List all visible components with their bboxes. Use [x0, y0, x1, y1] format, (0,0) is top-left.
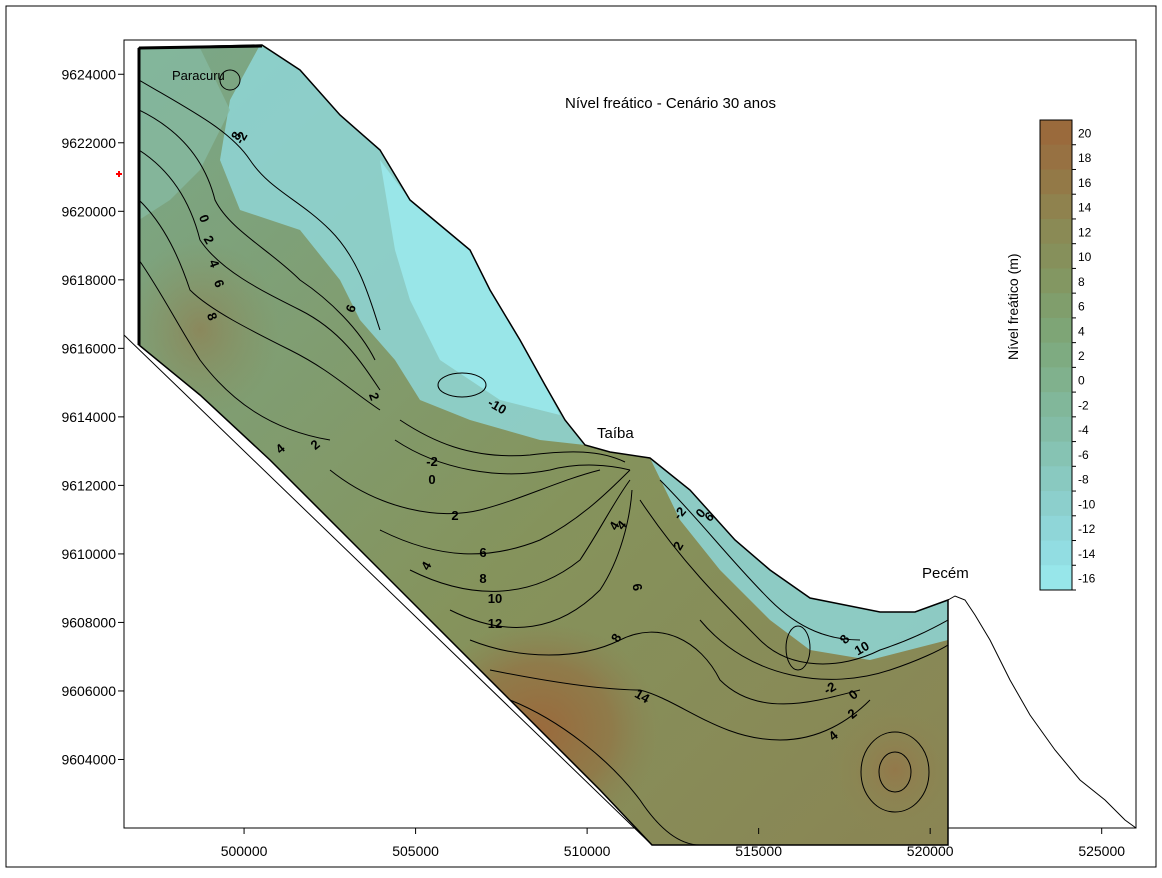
contour-label: -2: [426, 454, 438, 469]
legend-frame: [1039, 119, 1073, 591]
legend-level-label: -16: [1078, 572, 1096, 586]
legend-swatch: [1040, 565, 1072, 591]
southwest-boundary-line: [123, 334, 653, 846]
place-label-pecem: Pecém: [922, 565, 969, 582]
y-tick-label: 9616000: [61, 340, 116, 356]
y-tick-label: 9618000: [61, 272, 116, 288]
contour-label: 8: [479, 571, 486, 586]
legend-level-label: 10: [1078, 250, 1092, 264]
legend-level-label: 16: [1078, 176, 1092, 190]
y-tick-label: 9624000: [61, 66, 116, 82]
y-tick-label: 9614000: [61, 409, 116, 425]
legend-level-label: -8: [1078, 473, 1089, 487]
y-tick-label: 9610000: [61, 546, 116, 562]
place-label-paracuru: Paracuru: [172, 68, 225, 83]
legend-swatch: [1040, 268, 1072, 294]
contour-label: 2: [451, 508, 458, 523]
legend-level-label: 0: [1078, 374, 1085, 388]
legend-level-label: -4: [1078, 423, 1089, 437]
legend-level-label: -12: [1078, 522, 1096, 536]
legend-swatch: [1040, 392, 1072, 418]
contour-label: 8: [204, 310, 221, 322]
y-tick-label: 9620000: [61, 203, 116, 219]
legend-level-label: 12: [1078, 225, 1092, 239]
legend-swatch: [1040, 169, 1072, 195]
y-tick-label: 9608000: [61, 614, 116, 630]
contour-label: 10: [852, 638, 872, 658]
contour-label: 2: [366, 390, 383, 402]
x-tick-label: 505000: [392, 843, 439, 859]
red-marker-icon: [116, 171, 122, 177]
legend-level-label: 18: [1078, 151, 1092, 165]
legend-level-label: -14: [1078, 547, 1096, 561]
x-tick-label: 510000: [564, 843, 611, 859]
contour-label: 0: [196, 212, 213, 224]
legend-swatch: [1040, 243, 1072, 269]
legend-swatch: [1040, 293, 1072, 319]
contour-label: 12: [488, 616, 502, 631]
y-axis: 9604000 9606000 9608000 9610000 9612000 96140…: [61, 66, 124, 767]
legend-swatch: [1040, 540, 1072, 566]
region-boundary: [138, 44, 949, 846]
contour-label: 6: [629, 582, 645, 592]
place-label-taiba: Taíba: [597, 425, 634, 442]
legend-swatch: [1040, 218, 1072, 245]
y-tick-label: 9606000: [61, 683, 116, 699]
legend-level-label: 6: [1078, 300, 1085, 314]
legend-level-label: 2: [1078, 349, 1085, 363]
contour-label: 6: [479, 545, 486, 560]
legend-swatch: [1040, 144, 1072, 170]
contour-label: 10: [488, 591, 502, 606]
legend-level-label: 20: [1078, 126, 1092, 140]
legend-swatch: [1040, 194, 1072, 220]
legend-level-label: -10: [1078, 497, 1096, 511]
x-tick-label: 515000: [735, 843, 782, 859]
legend-level-label: -6: [1078, 448, 1089, 462]
legend-level-label: 8: [1078, 275, 1085, 289]
legend-swatch: [1040, 441, 1072, 467]
legend-swatch: [1040, 416, 1072, 443]
legend-title: Nível freático (m): [1005, 253, 1021, 360]
contour-label: 0: [428, 472, 435, 487]
y-tick-label: 9612000: [61, 477, 116, 493]
legend-level-label: 14: [1078, 201, 1092, 215]
legend-swatch: [1040, 367, 1072, 393]
legend-swatch: [1040, 466, 1072, 492]
legend-level-label: -2: [1078, 398, 1089, 412]
coastline-east: [947, 595, 1137, 829]
map-title: Nível freático - Cenário 30 anos: [565, 95, 776, 112]
contour-label: 6: [211, 277, 228, 289]
contour-label: 6: [342, 302, 359, 314]
outer-frame: [5, 5, 1157, 868]
x-axis: 500000 505000 510000 515000 520000 525000: [221, 828, 1125, 859]
legend-swatch: [1040, 491, 1072, 517]
legend-swatch: [1040, 120, 1072, 146]
legend-swatch: [1040, 515, 1072, 542]
x-tick-label: 520000: [907, 843, 954, 859]
x-tick-label: 525000: [1078, 843, 1125, 859]
x-tick-label: 500000: [221, 843, 268, 859]
legend-swatch: [1040, 317, 1072, 344]
top-boundary-thick: [138, 44, 263, 50]
y-tick-label: 9604000: [61, 751, 116, 767]
legend-swatch: [1040, 342, 1072, 368]
legend-level-label: 4: [1078, 324, 1085, 338]
y-tick-label: 9622000: [61, 135, 116, 151]
